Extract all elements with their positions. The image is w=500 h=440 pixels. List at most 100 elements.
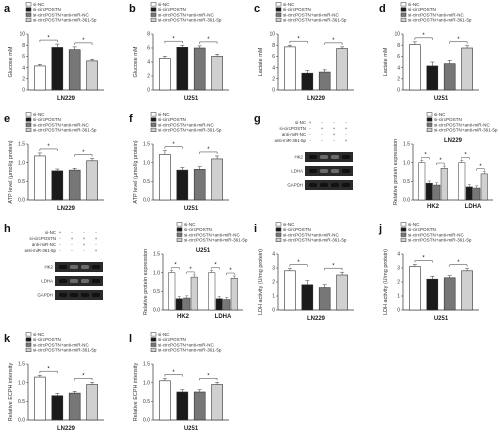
legend-entry: si-circPOSTN+anti-miR-NC [408, 12, 464, 17]
legend-swatch [400, 232, 407, 237]
legend-swatch [25, 122, 32, 127]
legend-swatch [150, 2, 157, 7]
bar [68, 392, 81, 421]
treatment-sign: - [83, 248, 85, 253]
legend-entry: si-NC [434, 112, 446, 117]
y-tick-label: 0.0 [18, 198, 25, 204]
y-tick-label: 8 [272, 43, 275, 49]
chart-panel-i: i si-NCsi-circPOSTNsi-circPOSTN+anti-miR-… [254, 222, 354, 322]
cell-line-label: LN229 [307, 96, 326, 102]
treatment-sign: + [333, 126, 336, 131]
treatment-sign: - [71, 248, 73, 253]
bar [86, 60, 98, 91]
legend-entry: si-circPOSTN+anti-miR-361-5p [408, 238, 472, 243]
y-tick-label: 0.5 [153, 289, 160, 295]
bar [208, 272, 216, 311]
y-tick-label: 8 [397, 43, 400, 49]
treatment-sign: + [309, 120, 312, 125]
y-tick-label: 0.5 [403, 179, 410, 185]
blot-band [342, 183, 350, 187]
legend-entry: si-circPOSTN [158, 7, 186, 12]
cell-line-label: U251 [184, 206, 199, 212]
y-axis-label: LDH activity (U/mg protein) [383, 249, 389, 315]
legend-entry: si-circPOSTN+anti-miR-NC [158, 12, 214, 17]
legend-swatch [150, 342, 157, 347]
sig-bracket [74, 154, 93, 157]
blot-strip [305, 152, 353, 162]
legend-swatch [275, 237, 282, 242]
y-tick-label: 10 [269, 32, 275, 38]
treatment-sign: + [321, 126, 324, 131]
panel-label: k [4, 333, 11, 345]
bar [34, 376, 46, 421]
cell-line-label: U251 [184, 96, 199, 102]
legend-entry: si-NC [158, 2, 170, 7]
legend-entry: si-circPOSTN+anti-miR-NC [408, 232, 464, 237]
legend-entry: si-circPOSTN+anti-miR-NC [184, 232, 240, 237]
y-tick-label: 1.0 [143, 160, 150, 166]
legend-entry: si-NC [408, 222, 420, 227]
blot-strip [305, 166, 353, 176]
bar [318, 71, 331, 91]
sig-bracket [449, 264, 468, 267]
legend-swatch [25, 7, 32, 12]
y-axis-label: ATP level (μmol/g protein) [8, 140, 14, 203]
sig-bracket [414, 260, 433, 263]
sig-marker: * [464, 153, 467, 159]
bar [211, 158, 223, 201]
legend-entry: si-circPOSTN+anti-miR-361-5p [283, 18, 347, 23]
sig-marker: * [207, 147, 210, 153]
legend-swatch [400, 12, 407, 17]
bar [190, 276, 198, 311]
y-axis-label: LDH activity (U/mg protein) [258, 249, 264, 315]
legend-swatch [275, 2, 282, 7]
legend-swatch [25, 117, 32, 122]
x-category-label: HK2 [177, 314, 190, 320]
chart-panel-a: a si-NCsi-circPOSTNsi-circPOSTN+anti-miR-… [4, 2, 104, 102]
bar [183, 297, 191, 311]
legend-swatch [275, 232, 282, 237]
legend-entry: si-circPOSTN [408, 227, 436, 232]
panel-label: d [379, 3, 386, 15]
y-axis-label: Relative protein expression [393, 139, 399, 205]
legend-entry: si-NC [33, 2, 45, 7]
cell-line-label: LN229 [57, 206, 76, 212]
legend-swatch [150, 347, 157, 352]
treatment-sign: + [345, 126, 348, 131]
sig-bracket [199, 41, 218, 44]
bar [34, 155, 46, 201]
treatment-sign: - [95, 230, 97, 235]
panel-label: j [378, 223, 382, 235]
blot-band [331, 169, 339, 173]
bar [176, 391, 189, 421]
bar [443, 277, 456, 311]
treatment-sign: - [321, 132, 323, 137]
treatment-label: si-NC [45, 230, 56, 235]
sig-bracket [164, 40, 183, 44]
blot-band [70, 279, 78, 283]
y-tick-label: 0.5 [18, 179, 25, 185]
bar [284, 270, 296, 311]
legend-swatch [25, 337, 32, 342]
y-tick-label: 0.0 [153, 308, 160, 314]
y-tick-label: 1.5 [18, 142, 25, 148]
sig-bracket [324, 42, 343, 45]
legend-swatch [400, 7, 407, 12]
treatment-sign: - [59, 248, 61, 253]
bar [159, 58, 171, 91]
bar [176, 46, 189, 91]
blot-band [92, 279, 100, 283]
blot-band [81, 279, 89, 283]
western-panel-g: g si-NC + - - -si-circPOSTN - + + +anti-miR-NC - - +… [254, 113, 353, 190]
legend-swatch [150, 127, 157, 132]
bar [193, 391, 206, 421]
treatment-sign: + [95, 248, 98, 253]
bar [336, 48, 348, 91]
blot-band [92, 293, 100, 297]
blot-band [81, 265, 89, 269]
y-axis-label: Relative ECPH intensity [8, 363, 14, 422]
legend-swatch [426, 117, 433, 122]
blot-band [309, 155, 317, 159]
bar [418, 162, 426, 201]
panel-label: c [254, 3, 260, 15]
